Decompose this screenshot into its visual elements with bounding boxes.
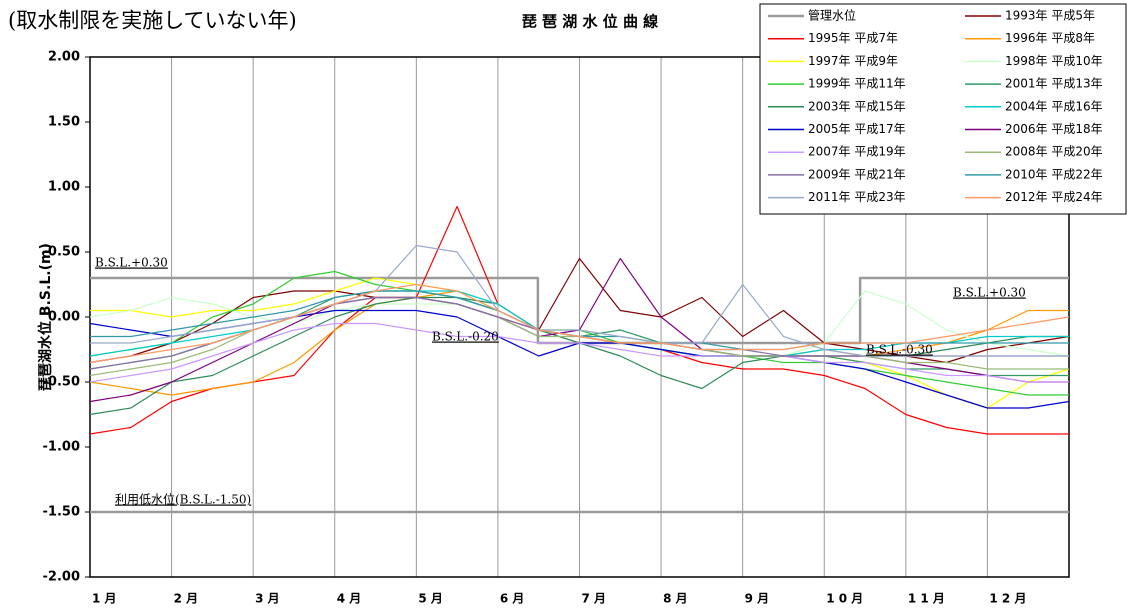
legend-label: 2003年 平成15年 xyxy=(808,99,906,113)
legend-label: 1999年 平成11年 xyxy=(808,77,906,91)
y-tick-label: 1.00 xyxy=(48,180,80,195)
y-tick-label: 2.00 xyxy=(48,50,80,65)
y-tick-label: -2.00 xyxy=(43,570,80,585)
legend-label: 2008年 平成20年 xyxy=(1005,145,1103,159)
x-tick-label: 7 月 xyxy=(582,592,607,606)
y-tick-label: -1.50 xyxy=(43,505,80,520)
legend-label: 1997年 平成9年 xyxy=(808,54,898,68)
legend-label: 1993年 平成5年 xyxy=(1005,9,1095,23)
legend: 管理水位 1993年 平成5年 1995年 平成7年 1996年 平成8年 1997年 … xyxy=(759,3,1127,215)
y-tick-label: -0.50 xyxy=(43,375,80,390)
y-tick-label: 1.50 xyxy=(48,115,80,130)
x-tick-label: 9 月 xyxy=(745,592,770,606)
annotation: B.S.L.+0.30 xyxy=(95,256,168,270)
series-line xyxy=(89,283,1070,364)
legend-label: 管理水位 xyxy=(808,8,856,23)
legend-label: 2001年 平成13年 xyxy=(1005,77,1103,91)
chart-title: 琵 琶 湖 水 位 曲 線 xyxy=(522,13,658,31)
legend-label: 2005年 平成17年 xyxy=(808,122,906,136)
legend-label: 2010年 平成22年 xyxy=(1005,167,1103,181)
y-tick-label: -1.00 xyxy=(43,440,80,455)
x-tick-label: 3 月 xyxy=(255,592,280,606)
legend-label: 2009年 平成21年 xyxy=(808,167,906,181)
y-axis-label: 琵琶湖水位 B.S.L.(m) xyxy=(37,243,54,391)
y-tick-label: 0.50 xyxy=(48,245,80,260)
legend-box xyxy=(759,3,1127,215)
series-line xyxy=(90,244,1069,357)
reference-label: 利用低水位(B.S.L.-1.50) xyxy=(115,492,251,507)
legend-label: 2004年 平成16年 xyxy=(1005,99,1103,113)
x-tick-label: 1 0 月 xyxy=(826,592,863,606)
x-tick-label: 1 1 月 xyxy=(908,592,945,606)
x-tick-label: 1 月 xyxy=(92,592,117,606)
x-tick-label: 4 月 xyxy=(337,592,362,606)
chart-subtitle: (取水制限を実施していない年) xyxy=(8,9,297,33)
y-tick-label: 0.00 xyxy=(48,310,80,325)
series-line xyxy=(89,322,1069,383)
annotation: B.S.L.-0.30 xyxy=(866,343,933,357)
legend-label: 2011年 平成23年 xyxy=(808,190,906,204)
x-tick-label: 1 2 月 xyxy=(989,592,1026,606)
x-tick-label: 6 月 xyxy=(500,592,525,606)
annotation: B.S.L.+0.30 xyxy=(953,286,1026,300)
legend-label: 1996年 平成8年 xyxy=(1005,31,1095,45)
x-tick-label: 8 月 xyxy=(663,592,688,606)
legend-label: 2006年 平成18年 xyxy=(1005,122,1103,136)
x-tick-label: 5 月 xyxy=(418,592,443,606)
legend-label: 2012年 平成24年 xyxy=(1005,190,1103,204)
legend-label: 1995年 平成7年 xyxy=(808,31,898,45)
annotation: B.S.L.-0.20 xyxy=(432,330,499,344)
legend-label: 2007年 平成19年 xyxy=(808,145,906,159)
x-tick-label: 2 月 xyxy=(174,592,199,606)
legend-label: 1998年 平成10年 xyxy=(1005,54,1103,68)
